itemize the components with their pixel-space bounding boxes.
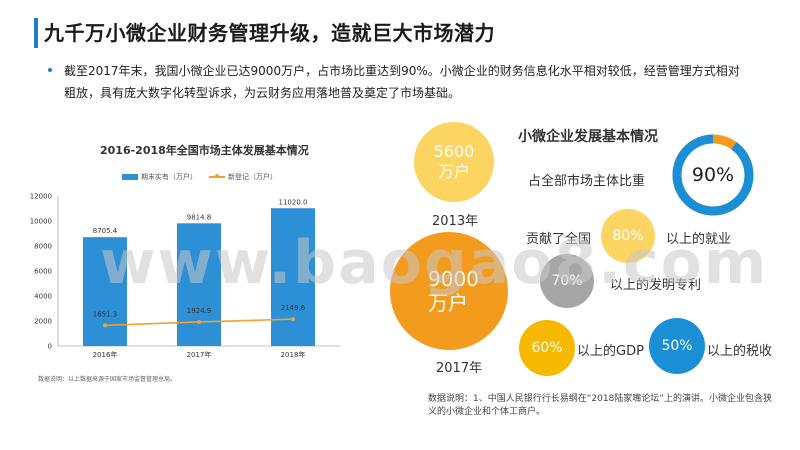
circle-patent: 70%	[540, 254, 594, 308]
employment-label: 以上的就业	[666, 232, 732, 247]
patent-value: 70%	[551, 273, 583, 289]
gdp-value: 60%	[531, 340, 563, 356]
circle-2013: 5600 万户	[414, 122, 494, 202]
tax-label: 以上的税收	[707, 344, 773, 359]
y-tick-label: 0	[48, 343, 52, 351]
title-accent-bar	[34, 18, 38, 48]
line-series	[104, 318, 294, 327]
circle-2013-unit: 万户	[437, 162, 470, 181]
ring-fill	[672, 134, 754, 216]
employment-value: 80%	[612, 228, 644, 244]
x-tick-label: 2016年	[93, 350, 118, 359]
page-title: 九千万小微企业财务管理升级，造就巨大市场潜力	[44, 21, 495, 45]
intro-paragraph: 截至2017年末，我国小微企业已达9000万户，占市场比重达到90%。小微企业的…	[64, 64, 740, 100]
legend-bar-swatch	[122, 174, 138, 180]
patent-label: 以上的发明专利	[610, 278, 702, 293]
y-tick-label: 6000	[34, 268, 52, 276]
contrib-prefix: 贡献了全国	[526, 232, 592, 247]
ring-value: 90%	[691, 164, 735, 186]
circle-2013-value: 5600	[433, 142, 475, 161]
y-tick-label: 10000	[30, 218, 52, 226]
line-point	[197, 319, 201, 324]
circle-employment: 80%	[601, 209, 655, 263]
watermark: www.baogao8.com	[100, 228, 769, 298]
tax-value: 50%	[661, 338, 693, 354]
gdp-label: 以上的GDP	[577, 344, 644, 359]
circle-tax: 50%	[649, 318, 705, 374]
x-tick-label: 2018年	[281, 350, 306, 359]
legend-bar-label: 期末实有（万户）	[141, 173, 197, 181]
circle-2017-unit: 万户	[428, 291, 468, 315]
y-tick-label: 4000	[34, 293, 52, 301]
circle-2017: 9000 万户	[390, 232, 508, 350]
legend-line-swatch	[209, 174, 225, 178]
bar-value-label: 11020.0	[279, 198, 308, 206]
year-2013-label: 2013年	[432, 214, 479, 229]
bar-value-label: 9814.8	[187, 213, 212, 221]
line-value-label: 1651.3	[93, 310, 118, 318]
y-tick-label: 2000	[34, 318, 52, 326]
line-value-label: 1924.9	[187, 307, 212, 315]
ring-label: 占全部市场主体比重	[528, 174, 646, 189]
chart-data-note: 数据说明：以上数据来源于国家市场监督管理总局。	[38, 376, 177, 383]
chart-title: 2016-2018年全国市场主体发展基本情况	[100, 144, 309, 157]
line-point	[291, 317, 295, 322]
y-tick-label: 12000	[30, 193, 52, 201]
circle-gdp: 60%	[519, 320, 575, 376]
data-note: 数据说明：1、中国人民银行行长易纲在“2018陆家嘴论坛”上的演讲。小微企业包含…	[428, 394, 772, 417]
ring-svg	[672, 134, 754, 216]
chart-legend: 期末实有（万户） 新登记（万户）	[122, 172, 277, 182]
line-point	[103, 323, 107, 328]
circles-title: 小微企业发展基本情况	[518, 129, 658, 145]
line-value-label: 2149.6	[281, 304, 306, 312]
circle-2017-value: 9000	[428, 267, 479, 291]
x-tick-label: 2017年	[187, 350, 212, 359]
ring-chart: 90%	[670, 132, 756, 218]
y-tick-label: 8000	[34, 243, 52, 251]
year-2017-label: 2017年	[436, 361, 483, 376]
bullet-dot	[48, 68, 52, 72]
legend-line-label: 新登记（万户）	[228, 173, 277, 181]
